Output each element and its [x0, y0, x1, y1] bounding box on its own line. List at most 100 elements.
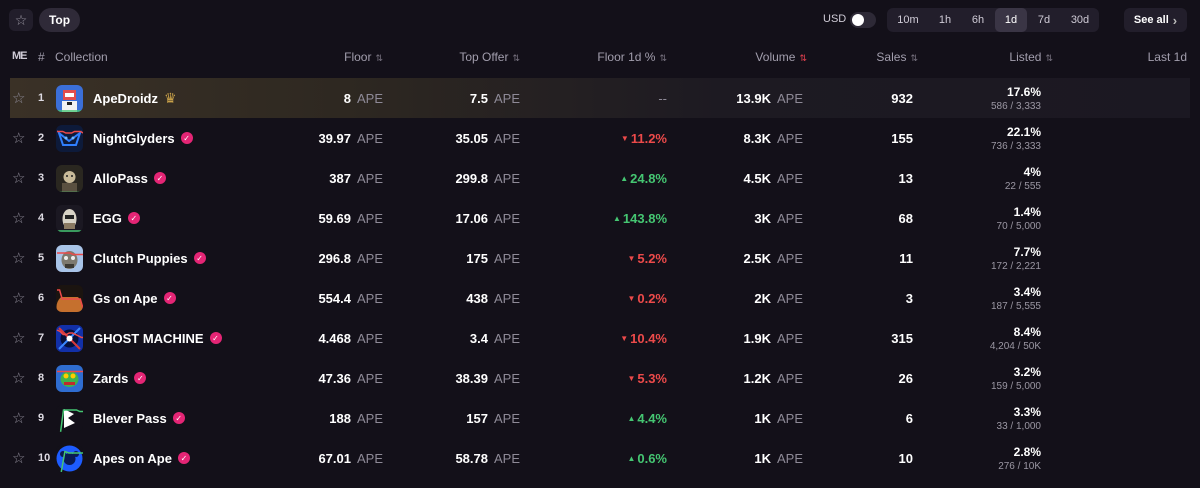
- star-icon[interactable]: ☆: [12, 410, 26, 427]
- collection-avatar[interactable]: [56, 364, 83, 392]
- collection-name-cell[interactable]: Clutch Puppies ✓: [93, 238, 206, 278]
- collection-name-cell[interactable]: EGG ✓: [93, 198, 140, 238]
- collection-name-cell[interactable]: Apes on Ape ✓: [93, 438, 190, 478]
- collection-name-cell[interactable]: Zards ✓: [93, 358, 147, 398]
- collection-avatar[interactable]: [56, 444, 83, 472]
- verified-badge-icon: ✓: [177, 452, 190, 464]
- floor-unit: APE: [356, 90, 383, 106]
- header-listed[interactable]: Listed ⇅: [1009, 50, 1053, 64]
- watchlist-star-button[interactable]: ☆: [9, 9, 33, 31]
- collection-name-cell[interactable]: AlloPass ✓: [93, 158, 166, 198]
- timeframe-10m[interactable]: 10m: [897, 14, 919, 26]
- star-icon[interactable]: ☆: [12, 330, 26, 347]
- star-icon[interactable]: ☆: [12, 130, 26, 147]
- collection-name[interactable]: Apes on Ape: [93, 450, 172, 466]
- table-row[interactable]: ☆ 9 Blever Pass ✓ 188 APE 157 APE ▲ 4.4% 1K APE 6 3.3…: [0, 398, 1200, 438]
- top-offer-unit: APE: [493, 450, 520, 466]
- collection-avatar[interactable]: [56, 244, 83, 272]
- collection-avatar[interactable]: [56, 284, 83, 312]
- sort-icon: ⇅: [910, 53, 918, 63]
- star-icon[interactable]: ☆: [12, 290, 26, 307]
- collection-name[interactable]: NightGlyders: [93, 130, 175, 146]
- table-row[interactable]: ☆ 10 Apes on Ape ✓ 67.01 APE 58.78 APE ▲ 0.6% 1K AP…: [0, 438, 1200, 478]
- trend-down-icon: ▼: [620, 333, 629, 343]
- table-row[interactable]: ☆ 3 AlloPass ✓ 387 APE 299.8 APE ▲ 24.8% 4.5K APE 13…: [0, 158, 1200, 198]
- sort-icon: ⇅: [1045, 53, 1053, 63]
- table-row[interactable]: ☆ 4 EGG ✓ 59.69 APE 17.06 APE ▲ 143.8% 3K APE 68 1.4%…: [0, 198, 1200, 238]
- collection-name-cell[interactable]: NightGlyders ✓: [93, 118, 193, 158]
- star-icon[interactable]: ☆: [12, 250, 26, 267]
- table-row[interactable]: ☆ 8 Zards ✓ 47.36 APE 38.39 APE ▼ 5.3% 1.2K APE 26 3.…: [0, 358, 1200, 398]
- timeframe-7d[interactable]: 7d: [1037, 14, 1051, 26]
- sort-icon: ⇅: [512, 53, 520, 63]
- collection-name[interactable]: Blever Pass: [93, 410, 167, 426]
- collection-name[interactable]: AlloPass: [93, 170, 148, 186]
- table-row[interactable]: ☆ 2 NightGlyders ✓ 39.97 APE 35.05 APE ▼ 11.2% 8.3…: [0, 118, 1200, 158]
- star-icon[interactable]: ☆: [12, 450, 26, 467]
- currency-toggle[interactable]: [850, 12, 876, 28]
- collection-avatar[interactable]: [56, 204, 83, 232]
- see-all-button[interactable]: See all ›: [1124, 8, 1187, 32]
- header-volume-label: Volume: [755, 50, 796, 64]
- top-offer-unit: APE: [493, 250, 520, 266]
- header-floor[interactable]: Floor ⇅: [344, 50, 383, 64]
- table-row[interactable]: ☆ 1 ApeDroidz ♛ 8 APE 7.5 APE -- 13.9K APE 932 17.6%…: [10, 78, 1190, 118]
- sparkline-chart: [1072, 201, 1188, 235]
- sales: 11: [899, 250, 913, 266]
- rank: 7: [38, 332, 45, 344]
- timeframe-6h[interactable]: 6h: [971, 14, 985, 26]
- collection-name-cell[interactable]: Gs on Ape ✓: [93, 278, 176, 318]
- top-offer-price: 35.05: [455, 130, 488, 146]
- collection-name[interactable]: GHOST MACHINE: [93, 330, 204, 346]
- header-floor-change[interactable]: Floor 1d % ⇅: [597, 50, 667, 64]
- header-top-offer[interactable]: Top Offer ⇅: [459, 50, 520, 64]
- timeframe-30d[interactable]: 30d: [1070, 14, 1090, 26]
- table-row[interactable]: ☆ 5 Clutch Puppies ✓ 296.8 APE 175 APE ▼ 5.2% 2.5K…: [0, 238, 1200, 278]
- star-icon[interactable]: ☆: [12, 210, 26, 227]
- floor-unit: APE: [356, 410, 383, 426]
- collection-name[interactable]: EGG: [93, 210, 122, 226]
- star-icon[interactable]: ☆: [12, 170, 26, 187]
- header-collection[interactable]: Collection: [55, 50, 108, 64]
- volume-unit: APE: [776, 170, 803, 186]
- star-icon[interactable]: ☆: [12, 370, 26, 387]
- header-volume[interactable]: Volume ⇅: [755, 50, 807, 64]
- rank: 5: [38, 252, 45, 264]
- see-all-label: See all: [1133, 14, 1169, 26]
- table-row[interactable]: ☆ 6 Gs on Ape ✓ 554.4 APE 438 APE ▼ 0.2% 2K APE 3 3.4…: [0, 278, 1200, 318]
- sparkline-line: [57, 370, 83, 372]
- table-row[interactable]: ☆ 7 GHOST MACHINE ✓ 4.468 APE 3.4 APE ▼ 10.4% 1.9K…: [0, 318, 1200, 358]
- header-floor-label: Floor: [344, 50, 372, 64]
- collection-avatar[interactable]: [56, 84, 83, 112]
- tab-top[interactable]: Top: [39, 8, 80, 32]
- rank: 1: [38, 92, 45, 104]
- floor-unit: APE: [356, 330, 383, 346]
- collection-name[interactable]: Zards: [93, 370, 129, 386]
- collection-avatar[interactable]: [56, 124, 83, 152]
- star-icon[interactable]: ☆: [12, 90, 26, 107]
- top-offer-price: 58.78: [455, 450, 488, 466]
- sparkline-chart: [1072, 441, 1188, 475]
- floor-price: 4.468: [318, 330, 351, 346]
- volume-unit: APE: [776, 410, 803, 426]
- header-sales[interactable]: Sales ⇅: [876, 50, 918, 64]
- volume-unit: APE: [776, 370, 803, 386]
- listed-count: 736 / 3,333: [990, 140, 1041, 152]
- collection-name[interactable]: ApeDroidz: [93, 90, 158, 106]
- top-offer-unit: APE: [493, 90, 520, 106]
- header-listed-label: Listed: [1009, 50, 1042, 64]
- top-offer-unit: APE: [493, 170, 520, 186]
- collection-name-cell[interactable]: Blever Pass ✓: [93, 398, 185, 438]
- collection-avatar[interactable]: [56, 404, 83, 432]
- header-top-offer-label: Top Offer: [459, 50, 509, 64]
- timeframe-1h[interactable]: 1h: [938, 14, 952, 26]
- collection-name[interactable]: Clutch Puppies: [93, 250, 188, 266]
- volume: 3K: [754, 210, 771, 226]
- floor-price: 387: [329, 170, 351, 186]
- collection-name-cell[interactable]: ApeDroidz ♛: [93, 78, 177, 118]
- timeframe-1d[interactable]: 1d: [995, 8, 1027, 32]
- collection-avatar[interactable]: [56, 164, 83, 192]
- collection-avatar[interactable]: [56, 324, 83, 352]
- collection-name-cell[interactable]: GHOST MACHINE ✓: [93, 318, 222, 358]
- collection-name[interactable]: Gs on Ape: [93, 290, 158, 306]
